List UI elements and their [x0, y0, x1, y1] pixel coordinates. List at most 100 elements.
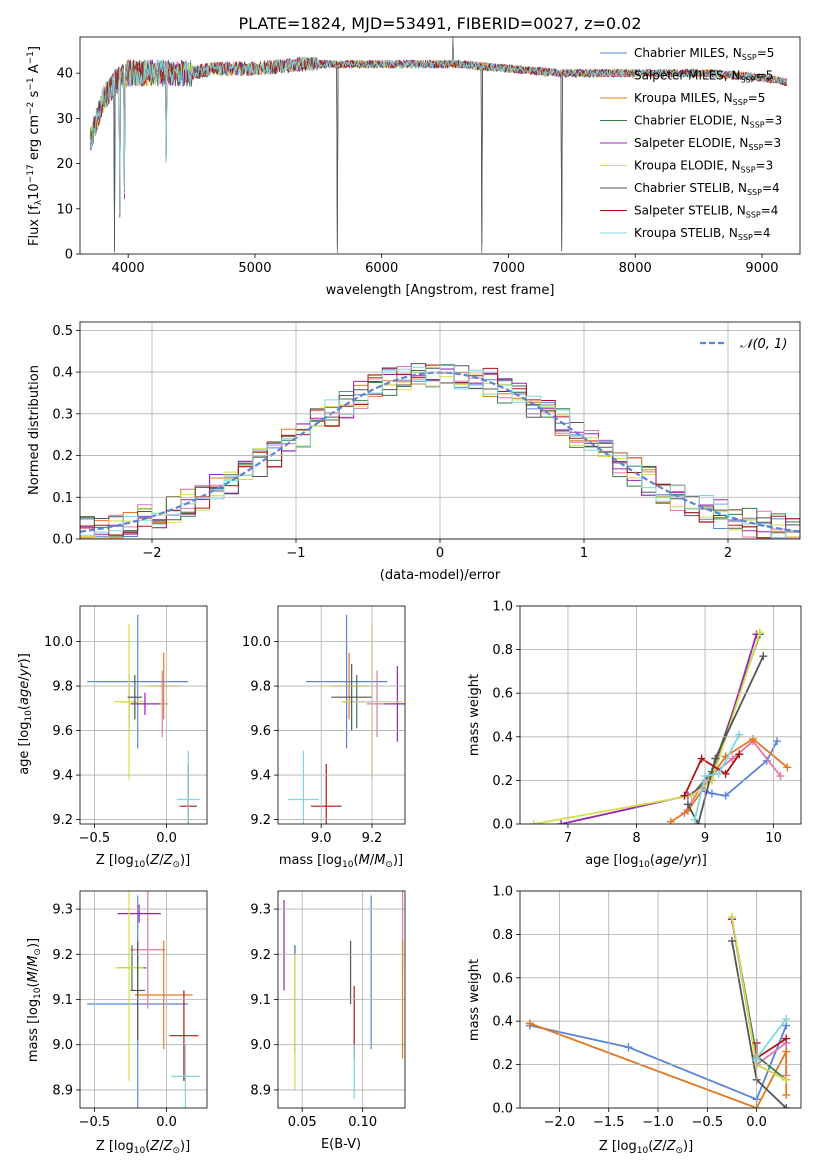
- spectrum-legend-sub-6: SSP: [747, 188, 762, 197]
- residuals-ytick-label-0: 0.0: [52, 533, 73, 548]
- age_vs_Z-xtick-label-1: 0.0: [156, 831, 177, 846]
- weight_vs_Z-marker-5-2: [782, 1075, 791, 1084]
- residuals-ytick-label-2: 0.2: [52, 449, 73, 464]
- weight_vs_age-marker-6-3: [759, 652, 768, 661]
- age_vs_Z-ytick-label-2: 9.6: [52, 724, 73, 739]
- weight_vs_age-ytick-label-4: 0.8: [492, 643, 513, 658]
- mass_vs_EBV-ytick-label-3: 9.2: [250, 948, 271, 963]
- age_vs_Z-ytick-label-3: 9.8: [52, 680, 73, 695]
- age_vs_Z-ytick-label-1: 9.4: [52, 769, 73, 784]
- weight_vs_age-marker-0-1: [707, 789, 716, 798]
- weight_vs_Z-xtick-label-0: −2.0: [544, 1115, 576, 1130]
- weight_vs_age-xtick-label-2: 9: [701, 831, 709, 846]
- age-vs-Z-axes: −0.5 0.0 9.2 9.4 9.6 9.8 10.0: [44, 606, 207, 846]
- spectrum-ytick-label-0: 0: [65, 248, 73, 263]
- mass-vs-Z-xlabel: Z [log10(Z/Z⊙)]: [96, 1139, 190, 1156]
- age_vs_Z-frame: [79, 605, 208, 825]
- weight_vs_age-marker-6-2: [711, 754, 720, 763]
- spectrum-legend-label-3: Chabrier ELODIE, NSSP=3: [634, 114, 782, 130]
- weight_vs_age-line-salpeter-stelib: [683, 753, 741, 797]
- weight_vs_Z-marker-2-3: [782, 1090, 791, 1099]
- residual-legend: 𝒩(0, 1): [700, 337, 787, 352]
- spectrum-legend-val-6: =4: [762, 181, 780, 195]
- mass_vs_Z-frame: [79, 890, 208, 1109]
- weight_vs_age-marker-7-1: [697, 754, 706, 763]
- spectrum-xtick-label-1: 5000: [238, 261, 271, 276]
- mass_vs_Z-ytick-label-0: 8.9: [52, 1083, 73, 1098]
- mass_vs_EBV-xtick-label-0: 0.05: [288, 1115, 317, 1130]
- age-vs-mass-panel: 9.0 9.2 9.2 9.4 9.6 9.8 10.0 mass [log10(M/M⊙)…: [242, 605, 406, 870]
- weight-vs-age-ylabel: mass weight: [467, 674, 482, 756]
- residual-xlabel: (data-model)/error: [380, 568, 501, 583]
- spectrum-xtick-label-3: 7000: [492, 261, 525, 276]
- weight_vs_age-line-chabrier-stelib: [687, 655, 765, 824]
- weight_vs_age-frame: [519, 605, 802, 825]
- age_vs_mass-frame: [277, 605, 406, 825]
- weight_vs_age-ytick-label-5: 1.0: [492, 600, 513, 615]
- weight_vs_age-marker-8-2: [714, 769, 723, 778]
- weight_vs_age-marker-7-3: [735, 750, 744, 759]
- weight_vs_Z-marker-2-2: [782, 1047, 791, 1056]
- residuals-xtick-label-1: −1: [286, 546, 305, 561]
- weight_vs_age-marker-6-0: [683, 800, 692, 809]
- residual-axes: −2 −1 0 1 2 0.0 0.1 0.2 0.3 0.4 0.5: [52, 322, 800, 561]
- age_vs_mass-xtick-label-1: 9.2: [362, 831, 383, 846]
- spectrum-ytick-label-1: 10: [56, 202, 73, 217]
- weight_vs_Z-ytick-label-4: 0.8: [492, 928, 513, 943]
- spectrum-legend-val-2: =5: [748, 91, 766, 105]
- spectrum-panel: 4000 5000 6000 7000 8000 9000 0 10 20 30 40 Chabri…: [26, 36, 801, 298]
- age-vs-Z-ylabel: age [log10(age/yr)]: [17, 653, 34, 775]
- weight_vs_Z-line-chabrier-miles: [529, 1024, 788, 1101]
- weight-vs-Z-xlabel: Z [log10(Z/Z⊙)]: [599, 1139, 693, 1156]
- spectrum-legend-sub-7: SSP: [746, 211, 761, 220]
- spectrum-legend-val-1: =5: [756, 69, 774, 83]
- weight_vs_Z-xtick-label-2: −1.0: [642, 1115, 674, 1130]
- spectrum-xtick-label-5: 9000: [745, 261, 778, 276]
- mass_vs_EBV-ytick-label-4: 9.3: [250, 903, 271, 918]
- spectrum-frame: [79, 36, 801, 255]
- spectrum-xlabel: wavelength [Angstrom, rest frame]: [326, 283, 555, 298]
- mass_vs_Z-ytick-label-1: 9.0: [52, 1038, 73, 1053]
- mass-vs-Z-ylabel: mass [log10(M/M⊙)]: [26, 938, 43, 1062]
- weight_vs_Z-ytick-label-2: 0.4: [492, 1015, 513, 1030]
- residuals-frame: [79, 321, 801, 540]
- weight_vs_age-marker-1-4: [776, 772, 785, 781]
- mass-vs-Z-plot-area: [87, 891, 200, 1108]
- weight-vs-age-xlabel: age [log10(age/yr)]: [585, 853, 707, 870]
- weight_vs_age-line-kroupa-stelib: [693, 734, 741, 820]
- gaussian-legend-label: 𝒩(0, 1): [740, 337, 787, 352]
- spectrum-legend-sub-0: SSP: [742, 53, 757, 62]
- age_vs_Z-ytick-label-4: 10.0: [44, 635, 73, 650]
- spectrum-xtick-label-4: 8000: [619, 261, 652, 276]
- weight_vs_age-marker-2-3: [749, 734, 758, 743]
- age_vs_mass-ytick-label-1: 9.4: [250, 769, 271, 784]
- spectrum-legend-val-5: =3: [756, 159, 774, 173]
- weight_vs_age-marker-1-2: [728, 754, 737, 763]
- weight_vs_Z-xtick-label-4: 0.0: [746, 1115, 767, 1130]
- age_vs_mass-ytick-label-2: 9.6: [250, 724, 271, 739]
- spectrum-ytick-label-2: 20: [56, 157, 73, 172]
- weight-vs-Z-ylabel: mass weight: [467, 959, 482, 1041]
- weight_vs_age-marker-0-2: [721, 791, 730, 800]
- weight-vs-Z-axes: −2.0 −1.5 −1.0 −0.5 0.0 0.0 0.2 0.4 0.6 0.8 1.0: [492, 885, 801, 1130]
- weight_vs_age-marker-6-1: [694, 820, 703, 824]
- weight-vs-age-axes: 7 8 9 10 0.0 0.2 0.4 0.6 0.8 1.0: [492, 600, 801, 846]
- spectrum-legend-label-1: Salpeter MILES, NSSP=5: [634, 69, 773, 85]
- residuals-ytick-label-5: 0.5: [52, 324, 73, 339]
- age_vs_Z-ytick-label-0: 9.2: [52, 813, 73, 828]
- spectrum-ylabel: Flux [fλ10−17 erg cm−2 s−1 A−1]: [26, 46, 44, 246]
- spectrum-line-chabrier-miles: [89, 57, 788, 253]
- age-vs-Z-panel: −0.5 0.09.29.49.69.810.0 Z [log10(Z/Z⊙)] …: [17, 605, 208, 870]
- residual-panel: −2 −1 0 1 2 0.0 0.1 0.2 0.3 0.4 0.5 𝒩(0, 1) (data-…: [27, 321, 801, 583]
- weight_vs_age-marker-2-0: [666, 817, 675, 824]
- spectrum-line-chabrier-elodie: [89, 56, 788, 249]
- weight_vs_Z-frame: [519, 890, 802, 1109]
- mass_vs_EBV-xtick-label-1: 0.10: [348, 1115, 377, 1130]
- spectrum-legend-val-3: =3: [765, 114, 783, 128]
- age_vs_mass-ytick-label-4: 10.0: [242, 635, 271, 650]
- weight_vs_age-marker-8-0: [690, 815, 699, 824]
- weight_vs_Z-line-salpeter-stelib: [755, 1037, 787, 1060]
- figure-title: PLATE=1824, MJD=53491, FIBERID=0027, z=0…: [238, 14, 641, 33]
- age-vs-Z-xlabel: Z [log10(Z/Z⊙)]: [96, 853, 190, 870]
